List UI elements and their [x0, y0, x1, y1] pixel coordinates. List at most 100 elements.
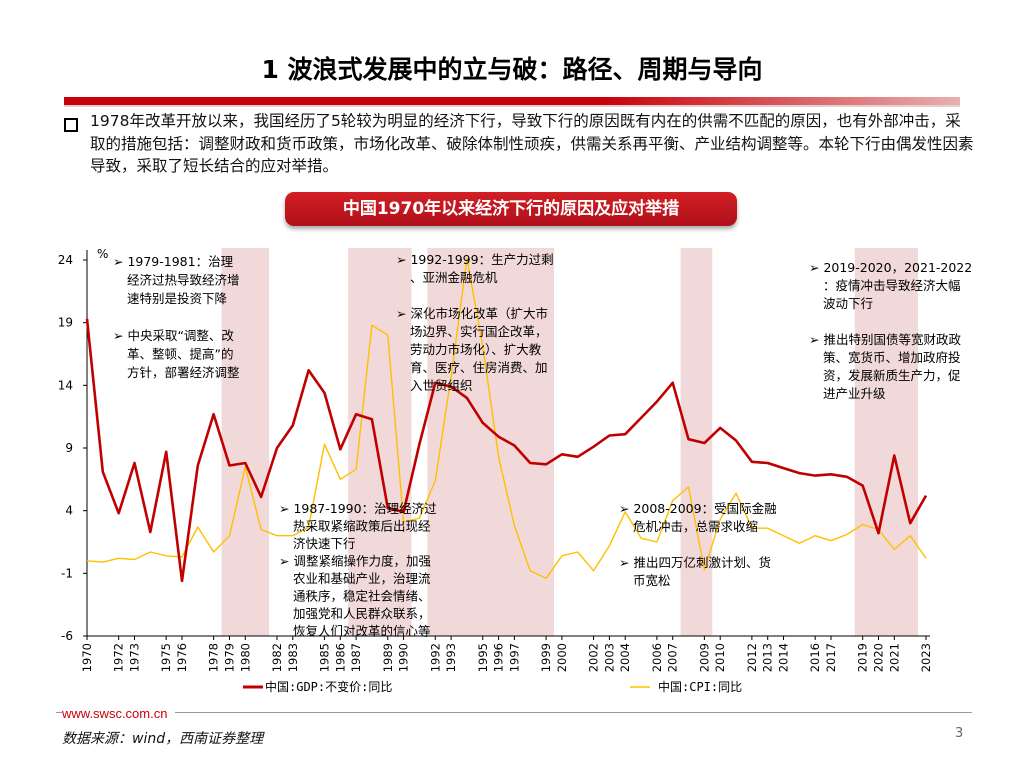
annotation-line: ➢ 推出特别国债等宽财政政: [809, 332, 961, 347]
x-tick-label-2023: 2023: [919, 643, 933, 672]
x-tick-label-1985: 1985: [317, 643, 331, 672]
page-title: 1 波浪式发展中的立与破：路径、周期与导向: [261, 55, 763, 84]
annotation-line: ：疫情冲击导致经济大幅: [823, 278, 961, 293]
annotation-line: ➢ 2019-2020，2021-2022: [809, 260, 972, 275]
x-tick-label-1996: 1996: [492, 643, 506, 672]
x-tick-label-2014: 2014: [777, 643, 791, 672]
annotation-line: ➢ 1987-1990：治理经济过: [279, 501, 437, 516]
x-tick-label-1986: 1986: [333, 643, 347, 672]
footer-divider: [56, 712, 972, 713]
x-tick-label-2006: 2006: [650, 643, 664, 672]
x-tick-label-1989: 1989: [381, 643, 395, 672]
x-tick-label-2012: 2012: [745, 643, 759, 672]
y-tick-label: -6: [61, 629, 73, 643]
annotation-line: 危机冲击，总需求收缩: [633, 519, 758, 534]
x-tick-label-2004: 2004: [618, 643, 632, 672]
annotation-line: 场边界、实行国企改革，: [410, 324, 548, 339]
x-tick-label-1990: 1990: [397, 643, 411, 672]
cpi-line: [86, 258, 927, 579]
x-tick-label-2010: 2010: [713, 643, 727, 672]
annotation-line: 革、整顿、提高”的: [127, 347, 233, 362]
shaded-period-2021-2022: [886, 248, 919, 636]
y-tick-label: 14: [58, 378, 73, 392]
x-tick-label-1978: 1978: [207, 643, 221, 672]
title-underline: [64, 97, 960, 105]
y-tick-label: -1: [61, 566, 73, 580]
y-unit-label: %: [97, 247, 108, 261]
legend-label-gdp: 中国:GDP:不变价:同比: [265, 679, 392, 694]
legend-label-cpi: 中国:CPI:同比: [658, 679, 742, 694]
shaded-period-1979-1981: [221, 248, 270, 636]
annotation-line: 劳动力市场化）、扩大教: [410, 342, 542, 357]
company-url[interactable]: www.swsc.com.cn: [62, 706, 176, 721]
annotation-line: 方针，部署经济调整: [127, 365, 240, 380]
x-tick-label-1970: 1970: [80, 643, 94, 672]
annotation-line: 速特别是投资下降: [127, 291, 228, 306]
annotation-line: 波动下行: [823, 296, 873, 311]
x-tick-label-1992: 1992: [428, 643, 442, 672]
square-bullet-icon: [64, 118, 78, 132]
x-tick-label-1973: 1973: [127, 643, 141, 672]
x-tick-label-1980: 1980: [238, 643, 252, 672]
annotation-line: 、亚洲金融危机: [410, 270, 498, 285]
x-tick-label-2020: 2020: [872, 643, 886, 672]
y-tick-label: 24: [58, 253, 73, 267]
annotation-a1992: ➢ 1992-1999：生产力过剩、亚洲金融危机 ➢ 深化市场化改革（扩大市场边界…: [396, 252, 554, 393]
annotation-line: 济快速下行: [293, 536, 356, 551]
annotation-line: 经济过热导致经济增: [127, 273, 240, 288]
annotation-line: 恢复人们对改革的信心等: [293, 624, 431, 639]
x-tick-label-2016: 2016: [808, 643, 822, 672]
annotation-line: 育、医疗、住房消费、加: [410, 360, 548, 375]
x-tick-label-1982: 1982: [270, 643, 284, 672]
annotation-line: ➢ 1979-1981：治理: [113, 254, 234, 269]
x-tick-label-2021: 2021: [887, 643, 901, 672]
annotation-line: 资，发展新质生产力，促: [823, 368, 961, 383]
annotation-line: ➢ 中央采取“调整、改: [113, 328, 234, 343]
annotation-line: 热采取紧缩政策后出现经: [293, 519, 431, 534]
annotation-line: 加强党和人民群众联系，: [293, 606, 431, 621]
data-source: 数据来源：wind，西南证券整理: [62, 731, 264, 747]
title-underline-shadow: [64, 105, 960, 107]
x-tick-label-1976: 1976: [175, 643, 189, 672]
y-tick-label: 4: [65, 504, 73, 518]
x-tick-label-2019: 2019: [856, 643, 870, 672]
y-tick-label: 9: [65, 441, 73, 455]
annotation-line: ➢ 调整紧缩操作力度，加强: [279, 554, 431, 569]
gdp-growth-line: [85, 318, 928, 583]
x-tick-label-2009: 2009: [697, 643, 711, 672]
annotation-line: ➢ 2008-2009：受国际金融: [619, 501, 777, 516]
x-tick-label-2007: 2007: [666, 643, 680, 672]
x-tick-label-2017: 2017: [824, 643, 838, 672]
x-tick-label-1987: 1987: [349, 643, 363, 672]
x-tick-label-1995: 1995: [476, 643, 490, 672]
page-number: 3: [955, 726, 964, 741]
x-tick-label-1983: 1983: [286, 643, 300, 672]
gdp-cpi-line-chart: 24 19 14 9 4 -1 -6% 1970 1972 1973 1975 1976 1978 197…: [58, 247, 973, 694]
chart-title-banner: 中国1970年以来经济下行的原因及应对举措: [285, 192, 737, 226]
x-tick-label-1972: 1972: [112, 643, 126, 672]
annotation-line: 通秩序，稳定社会情绪、: [293, 589, 431, 604]
y-tick-label: 19: [58, 316, 73, 330]
annotation-line: 币宽松: [633, 573, 671, 588]
annotation-line: 策、宽货币、增加政府投: [823, 350, 961, 365]
x-tick-label-2000: 2000: [555, 643, 569, 672]
x-tick-label-2013: 2013: [761, 643, 775, 672]
annotation-line: 进产业升级: [823, 386, 886, 401]
annotation-line: ➢ 推出四万亿刺激计划、货: [619, 555, 771, 570]
annotation-line: ➢ 1992-1999：生产力过剩: [396, 252, 554, 267]
annotation-line: ➢ 深化市场化改革（扩大市: [396, 306, 548, 321]
annotation-line: 农业和基础产业，治理流: [293, 571, 431, 586]
x-tick-label-2003: 2003: [602, 643, 616, 672]
x-tick-label-2002: 2002: [587, 643, 601, 672]
x-tick-label-1993: 1993: [444, 643, 458, 672]
x-tick-label-1999: 1999: [539, 643, 553, 672]
x-tick-label-1975: 1975: [159, 643, 173, 672]
x-tick-label-1997: 1997: [507, 643, 521, 672]
intro-paragraph: 1978年改革开放以来，我国经历了5轮较为明显的经济下行，导致下行的原因既有内在…: [90, 112, 974, 175]
x-tick-label-1979: 1979: [222, 643, 236, 672]
shaded-period-2019-2020: [854, 248, 887, 636]
